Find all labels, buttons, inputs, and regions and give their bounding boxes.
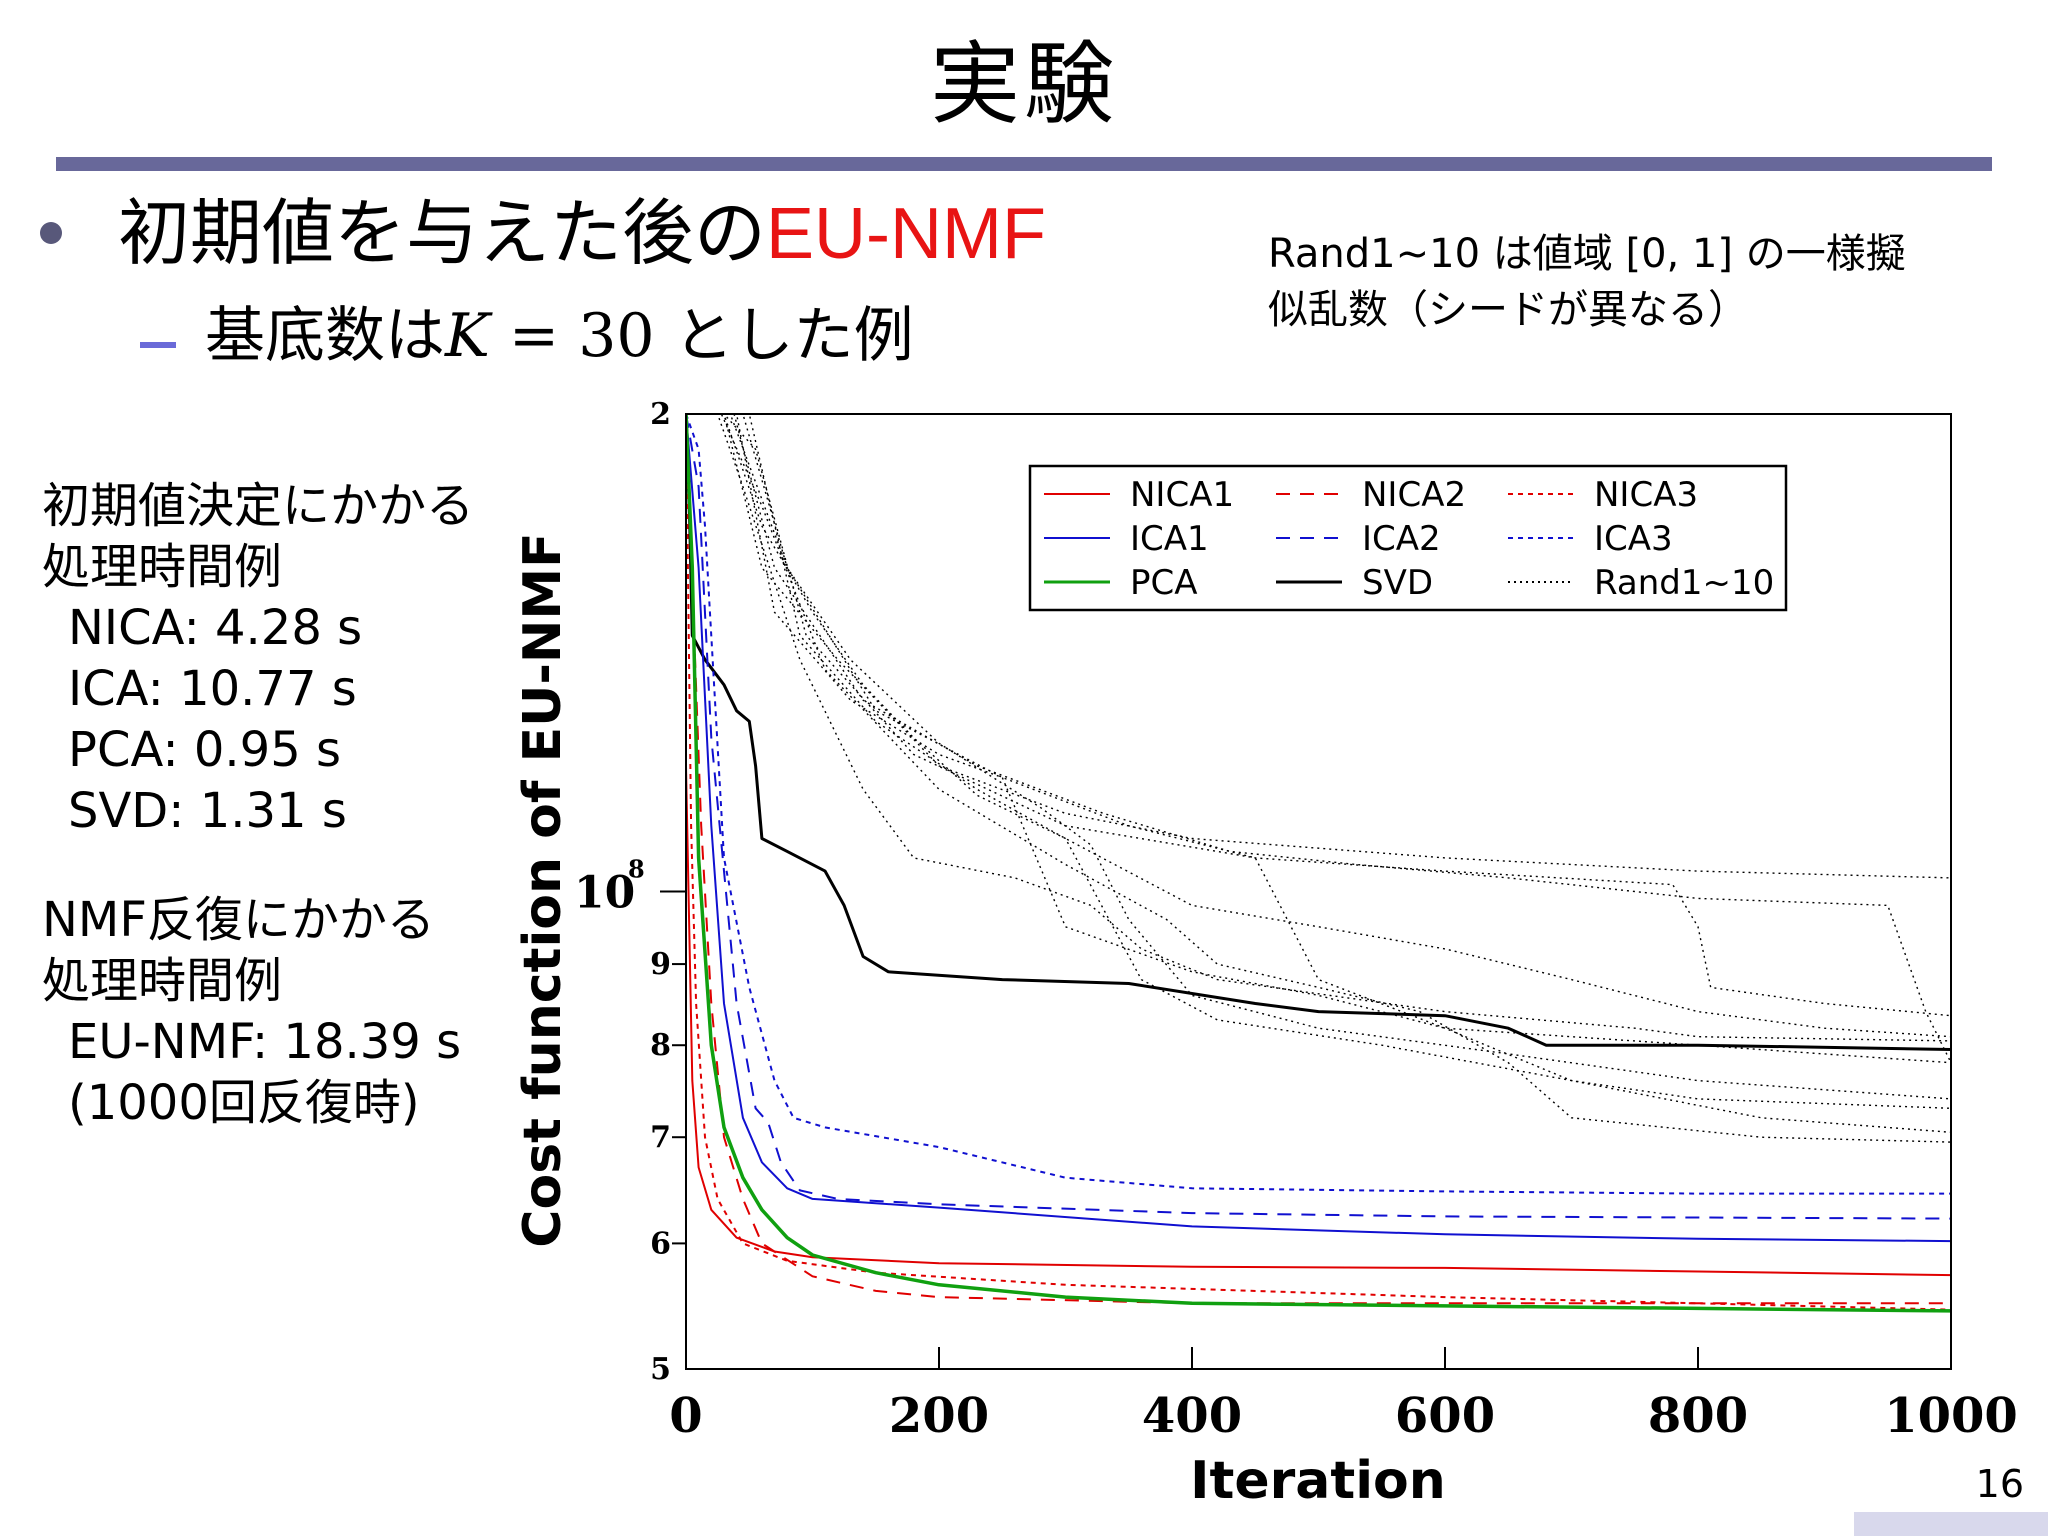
series-line-rand1-10-5 xyxy=(686,414,1951,1100)
legend-label: ICA1 xyxy=(1130,519,1209,559)
init-time-item: ICA: 10.77 s xyxy=(68,661,357,717)
main-bullet-text: 初期値を与えた後の xyxy=(118,191,767,275)
init-time-item: SVD: 1.31 s xyxy=(68,783,347,839)
bullet-marker xyxy=(40,222,62,244)
sub-bullet: 基底数はK = 30 とした例 xyxy=(205,298,914,374)
math-expression: K = 30 xyxy=(445,301,655,371)
x-tick-label: 400 xyxy=(1142,1388,1242,1444)
series-line-rand1-10-6 xyxy=(686,414,1951,1042)
note-line: Rand1~10 は値域 [0, 1] の一様擬 xyxy=(1268,231,1906,277)
timing-panel: 初期値決定にかかる 処理時間例 NICA: 4.28 s ICA: 10.77 … xyxy=(42,476,474,1134)
legend-label: SVD xyxy=(1362,563,1433,603)
y-tick-label: 10 xyxy=(574,868,635,919)
page-number: 16 xyxy=(1975,1462,2024,1506)
series-line-rand1-10-7 xyxy=(686,414,1951,1017)
x-tick-label: 200 xyxy=(889,1388,989,1444)
legend-label: NICA1 xyxy=(1130,475,1234,515)
series-line-svd xyxy=(686,414,1951,1051)
y-tick-label: 7 xyxy=(650,1120,671,1155)
init-time-item: NICA: 4.28 s xyxy=(68,600,363,656)
legend-label: PCA xyxy=(1130,563,1198,603)
note-line: 似乱数（シードが異なる） xyxy=(1268,287,1748,333)
init-heading-line: 初期値決定にかかる xyxy=(42,478,475,534)
y-tick-label: 8 xyxy=(650,1028,671,1063)
series-line-ica3 xyxy=(686,414,1951,1195)
series-line-rand1-10-10 xyxy=(686,414,1951,1064)
slide-title: 実験 xyxy=(930,32,1118,137)
series-line-nica1 xyxy=(686,765,1951,1277)
series-line-rand1-10-4 xyxy=(686,414,1951,1133)
series-line-ica1 xyxy=(686,414,1951,1243)
math-value: = 30 xyxy=(489,301,655,371)
footer-accent-bar xyxy=(1854,1512,2048,1536)
x-tick-label: 600 xyxy=(1395,1388,1495,1444)
series-line-pca xyxy=(686,414,1951,1313)
legend-label: ICA3 xyxy=(1594,519,1673,559)
x-axis-label: Iteration xyxy=(1190,1451,1446,1511)
y-tick-exponent: 8 xyxy=(628,855,645,884)
init-time-item: PCA: 0.95 s xyxy=(68,722,342,778)
x-tick-label: 800 xyxy=(1648,1388,1748,1444)
init-heading-line: 処理時間例 xyxy=(42,539,283,595)
nmf-heading-line: 処理時間例 xyxy=(42,953,283,1009)
title-underline xyxy=(56,157,1992,171)
x-tick-label: 0 xyxy=(669,1388,702,1444)
plot-lines xyxy=(686,414,1951,1313)
legend: NICA1 NICA2 NICA3 ICA1 ICA2 ICA3 PCA SVD Rand1~1… xyxy=(1028,464,1788,612)
sub-bullet-suffix: とした例 xyxy=(654,301,914,371)
y-tick-label: 2 xyxy=(650,397,671,432)
nmf-time-item: (1000回反復時) xyxy=(68,1075,420,1131)
legend-box xyxy=(1028,464,1788,612)
legend-label: NICA2 xyxy=(1362,475,1466,515)
sub-bullet-prefix: 基底数は xyxy=(205,301,445,371)
nmf-time-item: EU-NMF: 18.39 s xyxy=(68,1014,462,1070)
y-axis-label: Cost function of EU-NMF xyxy=(513,532,573,1247)
y-tick-label: 9 xyxy=(650,947,671,982)
nmf-heading-line: NMF反復にかかる xyxy=(42,892,435,948)
sub-bullet-marker xyxy=(140,342,176,348)
series-line-nica2 xyxy=(686,414,1951,1305)
series-line-rand1-10-3 xyxy=(686,414,1951,1109)
math-variable: K xyxy=(445,301,490,371)
series-line-ica2 xyxy=(686,414,1951,1220)
legend-label: Rand1~10 xyxy=(1594,563,1774,603)
random-init-note: Rand1~10 は値域 [0, 1] の一様擬 似乱数（シードが異なる） xyxy=(1268,226,1906,338)
main-bullet: 初期値を与えた後のEU-NMF xyxy=(118,188,1046,279)
legend-label: ICA2 xyxy=(1362,519,1441,559)
main-bullet-accent: EU-NMF xyxy=(766,194,1046,274)
x-tick-label: 1000 xyxy=(1884,1388,2018,1444)
y-tick-label: 6 xyxy=(650,1226,671,1261)
series-line-rand1-10-1 xyxy=(686,414,1951,879)
y-tick-label: 5 xyxy=(650,1352,671,1387)
legend-label: NICA3 xyxy=(1594,475,1698,515)
series-line-nica3 xyxy=(686,414,1951,1311)
